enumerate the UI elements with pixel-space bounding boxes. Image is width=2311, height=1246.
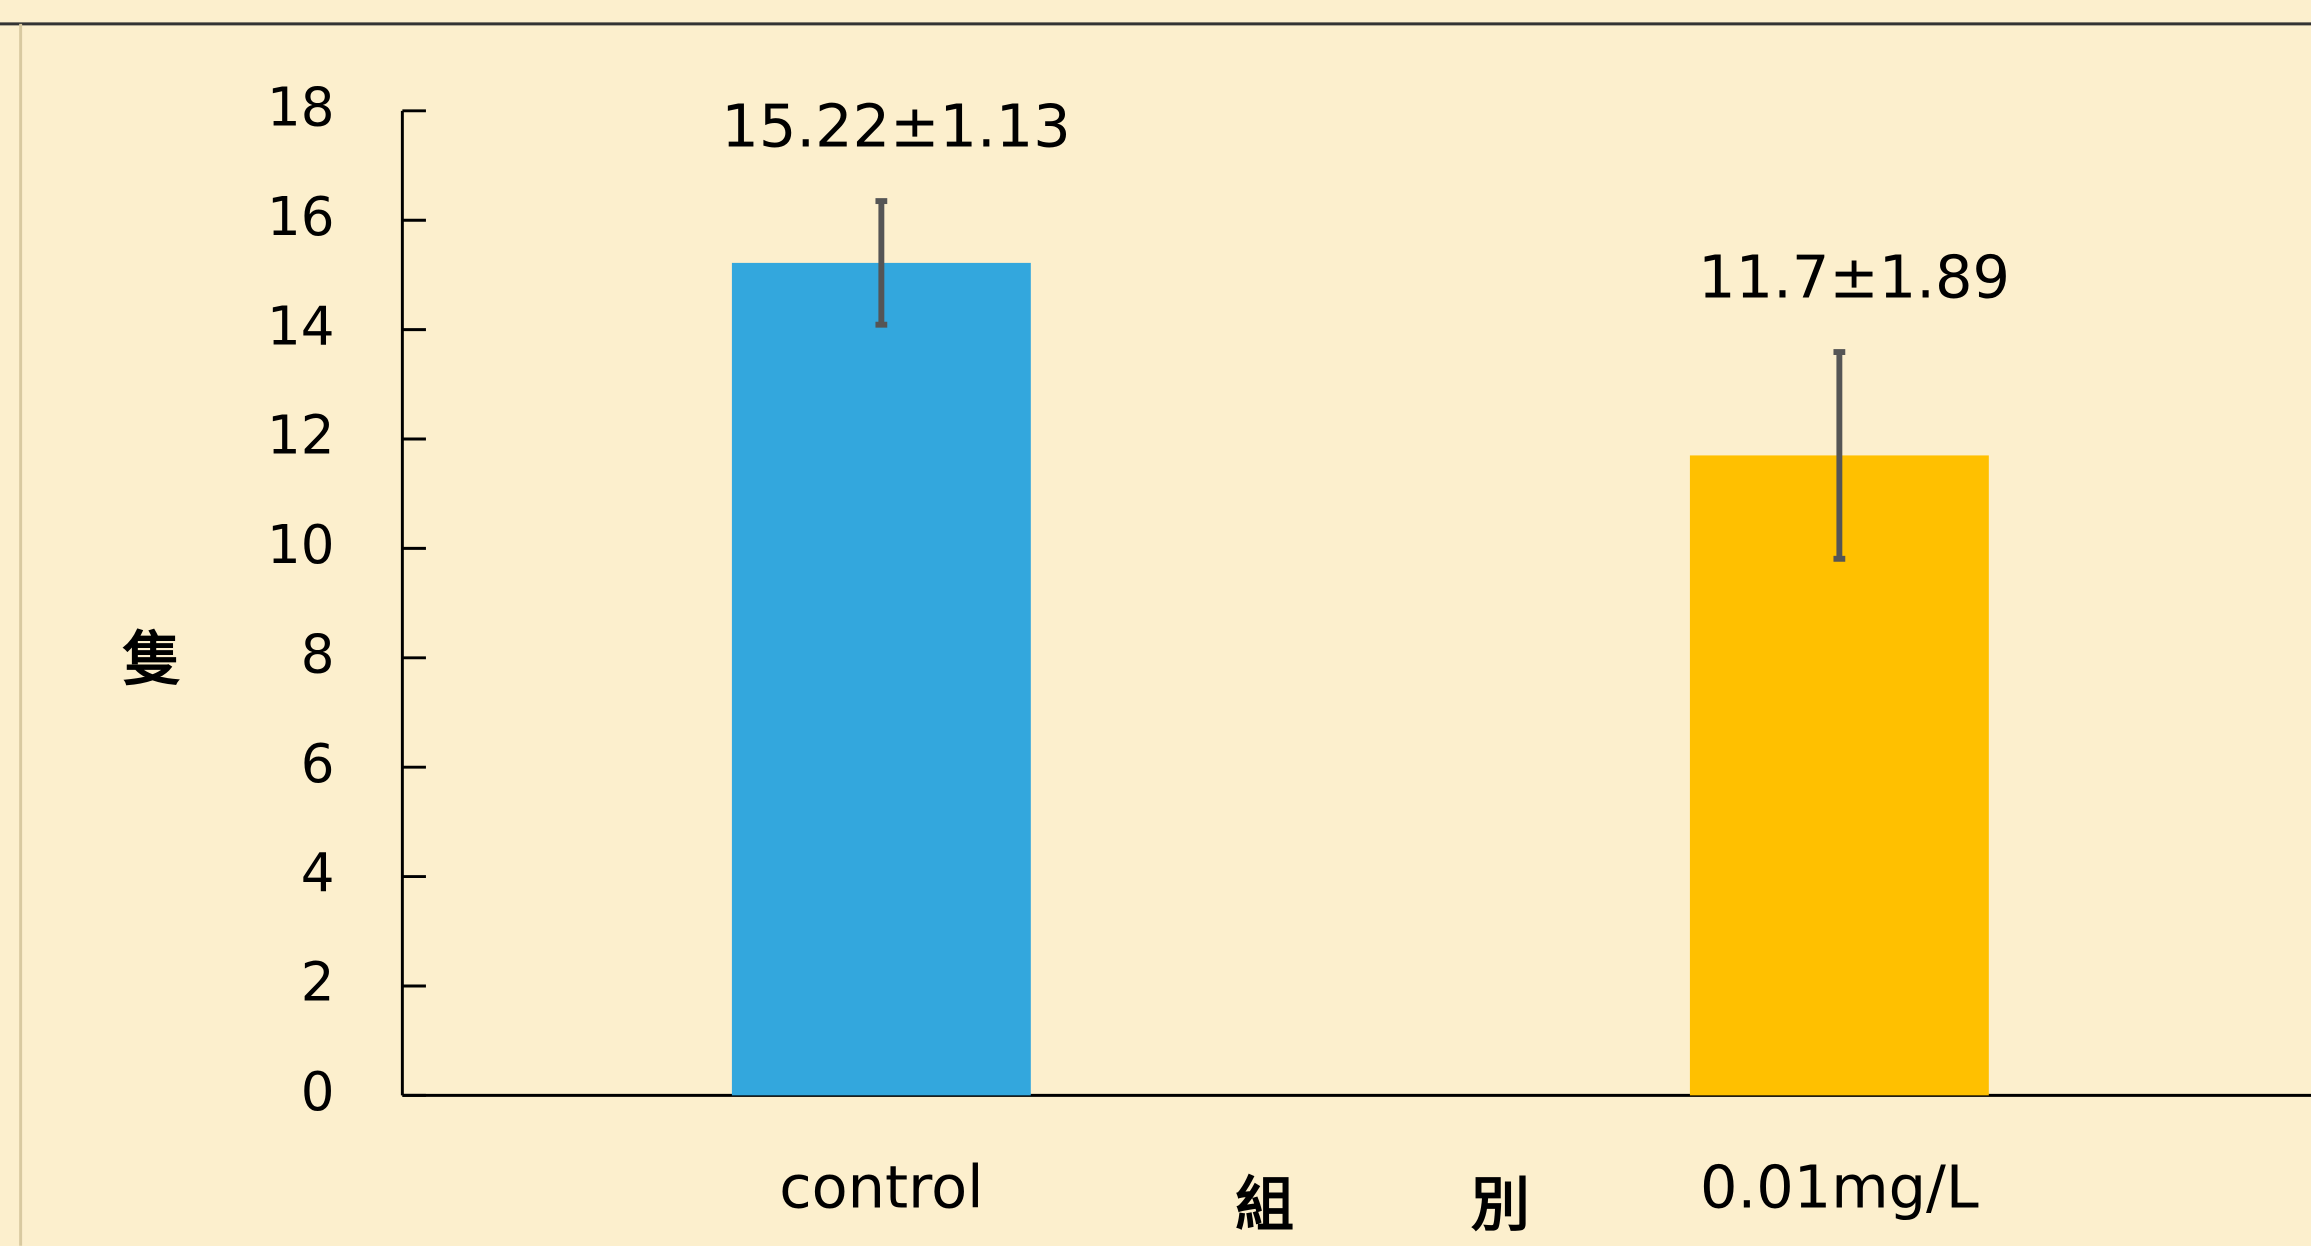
y-axis-label: 隻 [122,625,181,694]
bar [1689,455,1989,1096]
y-tick-label: 12 [267,405,335,467]
y-tick-label: 6 [301,733,335,795]
y-tick-label: 14 [267,295,335,357]
value-label: 11.7±1.89 [1698,242,2010,311]
y-tick-label: 10 [267,514,335,576]
y-tick-label: 18 [267,76,335,138]
y-tick-label: 16 [267,186,335,248]
y-tick-label: 0 [301,1061,335,1123]
y-tick-label: 2 [301,952,335,1014]
y-tick-label: 4 [301,842,335,904]
x-tick-label: 0.01mg/L [1700,1152,1979,1221]
value-label: 15.22±1.13 [721,91,1070,160]
y-tick-label: 8 [301,623,335,685]
bar [731,262,1031,1096]
x-tick-label: control [779,1152,983,1221]
x-axis-label: 組 別 [1235,1170,1530,1239]
